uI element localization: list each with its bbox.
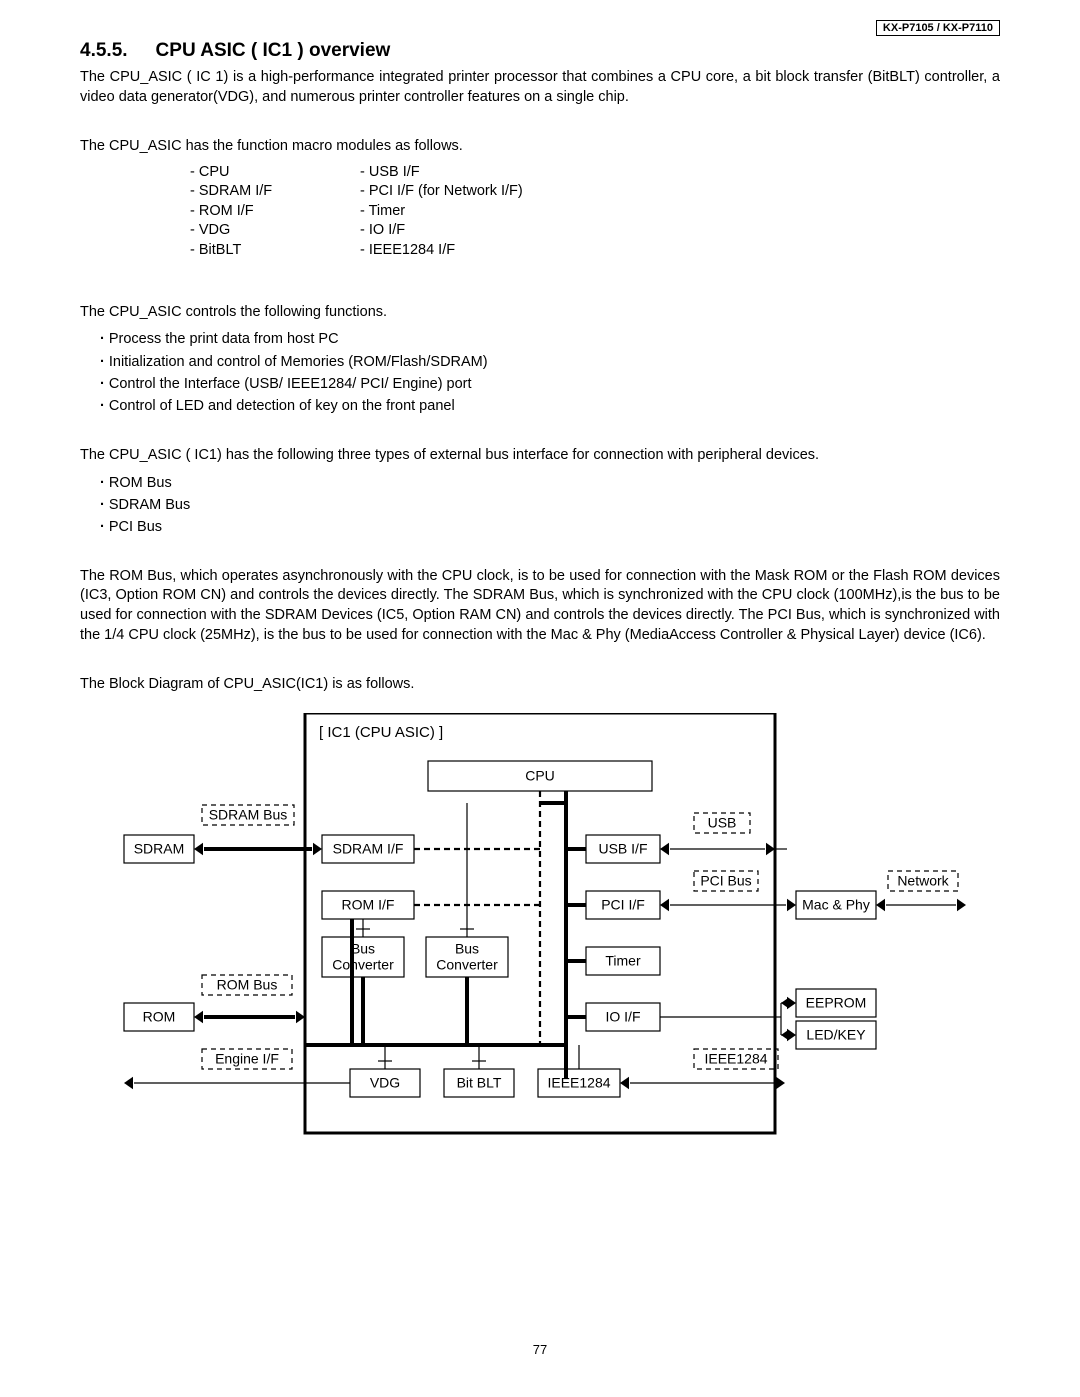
svg-text:IO I/F: IO I/F [606,1008,641,1024]
svg-text:USB I/F: USB I/F [598,840,647,856]
svg-text:LED/KEY: LED/KEY [806,1026,866,1042]
functions-list: Process the print data from host PC Init… [100,328,1000,418]
function-item: Control of LED and detection of key on t… [100,395,1000,417]
para-bus-intro: The CPU_ASIC ( IC1) has the following th… [80,446,1000,466]
function-item: Initialization and control of Memories (… [100,351,1000,373]
svg-text:PCI Bus: PCI Bus [700,872,751,888]
function-item: Control the Interface (USB/ IEEE1284/ PC… [100,373,1000,395]
para-diagram-intro: The Block Diagram of CPU_ASIC(IC1) is as… [80,675,1000,695]
function-item: Process the print data from host PC [100,328,1000,350]
svg-text:IEEE1284: IEEE1284 [547,1074,610,1090]
svg-text:ROM: ROM [143,1008,176,1024]
svg-text:Timer: Timer [605,952,641,968]
svg-text:SDRAM I/F: SDRAM I/F [333,840,404,856]
page: KX-P7105 / KX-P7110 4.5.5. CPU ASIC ( IC1… [0,0,1080,1397]
bus-list: ROM Bus SDRAM Bus PCI Bus [100,472,1000,539]
module-row: - BitBLT- IEEE1284 I/F [190,241,1000,261]
svg-text:ROM Bus: ROM Bus [217,976,278,992]
para-bus-detail: The ROM Bus, which operates asynchronous… [80,567,1000,645]
svg-text:IEEE1284: IEEE1284 [704,1050,767,1066]
svg-text:USB: USB [708,814,737,830]
para-intro: The CPU_ASIC ( IC 1) is a high-performan… [80,68,1000,107]
svg-text:Engine I/F: Engine I/F [215,1050,279,1066]
module-row: - SDRAM I/F- PCI I/F (for Network I/F) [190,182,1000,202]
svg-text:CPU: CPU [525,767,555,783]
section-heading: CPU ASIC ( IC1 ) overview [156,40,391,61]
svg-text:Bit BLT: Bit BLT [457,1074,502,1090]
svg-text:Bus: Bus [455,940,479,956]
svg-text:ROM I/F: ROM I/F [342,896,395,912]
svg-text:Converter: Converter [436,956,498,972]
svg-text:Bus: Bus [351,940,375,956]
block-diagram: [ IC1 (CPU ASIC) ] CPU SDRAM I/F ROM I/F Bus… [80,713,1000,1143]
svg-text:SDRAM: SDRAM [134,840,185,856]
svg-text:Converter: Converter [332,956,394,972]
svg-text:VDG: VDG [370,1074,400,1090]
svg-text:[ IC1 (CPU ASIC) ]: [ IC1 (CPU ASIC) ] [319,724,443,741]
bus-item: SDRAM Bus [100,494,1000,516]
para-modules-intro: The CPU_ASIC has the function macro modu… [80,137,1000,157]
section-title: 4.5.5. CPU ASIC ( IC1 ) overview [80,40,1000,62]
module-row: - CPU- USB I/F [190,163,1000,183]
svg-text:PCI I/F: PCI I/F [601,896,645,912]
section-number: 4.5.5. [80,40,128,62]
module-row: - VDG- IO I/F [190,221,1000,241]
svg-text:SDRAM Bus: SDRAM Bus [209,806,288,822]
svg-text:Mac & Phy: Mac & Phy [802,896,870,912]
para-functions-intro: The CPU_ASIC controls the following func… [80,303,1000,323]
model-box: KX-P7105 / KX-P7110 [876,20,1000,36]
module-row: - ROM I/F- Timer [190,202,1000,222]
module-list: - CPU- USB I/F - SDRAM I/F- PCI I/F (for… [190,163,1000,261]
svg-text:EEPROM: EEPROM [806,994,867,1010]
bus-item: PCI Bus [100,516,1000,538]
bus-item: ROM Bus [100,472,1000,494]
page-number: 77 [0,1342,1080,1357]
svg-text:Network: Network [897,872,949,888]
